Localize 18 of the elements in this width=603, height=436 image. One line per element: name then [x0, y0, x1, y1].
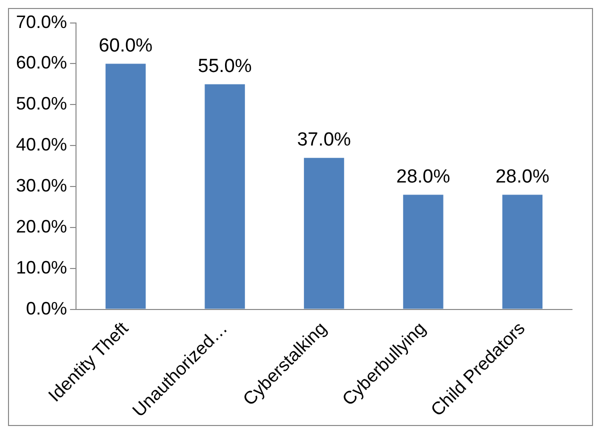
data-label: 60.0%: [98, 35, 153, 56]
data-label: 55.0%: [198, 56, 252, 77]
y-tick-label: 20.0%: [16, 216, 68, 236]
data-label: 28.0%: [396, 166, 450, 188]
y-tick-label: 50.0%: [16, 94, 68, 114]
bar: [304, 158, 344, 309]
bar: [106, 64, 146, 309]
y-tick-label: 70.0%: [16, 12, 68, 32]
bar: [403, 194, 444, 309]
y-tick-label: 60.0%: [16, 52, 68, 73]
bar: [204, 84, 245, 309]
y-tick-label: 30.0%: [16, 175, 68, 196]
y-tick-label: 10.0%: [16, 257, 68, 278]
data-label: 28.0%: [495, 166, 550, 188]
y-tick-label: 0.0%: [26, 298, 68, 318]
data-label: 37.0%: [297, 130, 352, 151]
bar: [502, 194, 542, 309]
y-tick-label: 40.0%: [16, 134, 68, 155]
